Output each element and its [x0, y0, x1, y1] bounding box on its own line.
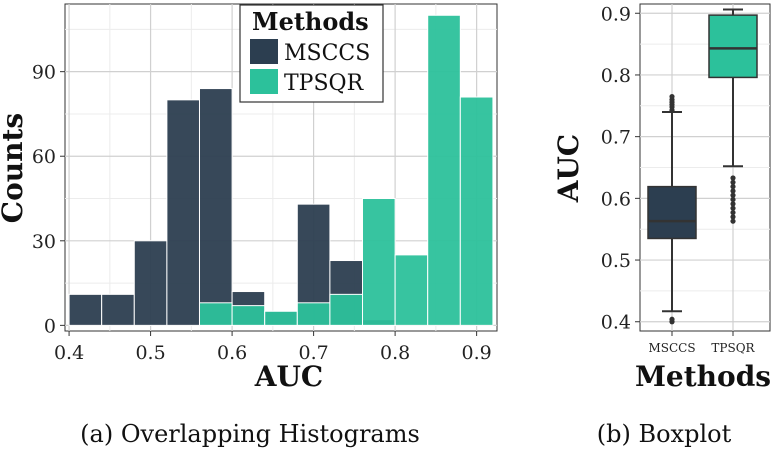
y-tick-label: 0.6 [601, 188, 631, 210]
x-tick-label: 0.4 [54, 342, 84, 364]
box-outlier-tpsqr [730, 188, 736, 194]
x-tick-label-msccs: MSCCS [648, 341, 695, 355]
boxplot-caption: (b) Boxplot [597, 420, 732, 448]
box-outlier-msccs [669, 93, 675, 100]
histogram-bar-msccs [68, 293, 103, 326]
x-tick-label-tpsqr: TPSQR [711, 341, 755, 355]
box-tpsqr [708, 14, 758, 79]
boxplot-boxes [647, 8, 758, 325]
box-outlier-tpsqr [730, 179, 736, 185]
y-tick-label: 0 [44, 315, 56, 337]
boxplot-x-ticks: MSCCS TPSQR [648, 331, 756, 355]
histogram-caption: (a) Overlapping Histograms [80, 420, 420, 448]
histogram-bar-tpsqr [427, 14, 461, 326]
histogram-bar-msccs [133, 240, 168, 326]
legend-swatch-tpsqr [250, 69, 278, 94]
box-outlier-msccs [669, 316, 675, 322]
histogram-bars [68, 14, 494, 326]
legend-swatch-msccs [250, 39, 278, 64]
histogram-bar-tpsqr [362, 198, 396, 326]
x-tick-label: 0.7 [298, 342, 328, 364]
box-msccs [647, 185, 697, 240]
boxplot-panel: 0.4 0.5 0.6 0.7 0.8 0.9 MSCCS TPSQR Methods AU… [552, 3, 771, 448]
histogram-x-ticks: 0.4 0.5 0.6 0.7 0.8 0.9 [54, 331, 492, 364]
legend-label-tpsqr: TPSQR [284, 71, 365, 96]
x-tick-label: 0.5 [135, 342, 165, 364]
legend-title: Methods [252, 7, 369, 36]
y-tick-label: 0.4 [601, 312, 631, 334]
y-tick-label: 0.9 [601, 3, 631, 25]
y-tick-label: 0.5 [601, 250, 631, 272]
histogram-bar-tpsqr [394, 254, 429, 326]
histogram-legend: Methods MSCCS TPSQR [239, 4, 384, 103]
histogram-bar-tpsqr [296, 302, 331, 326]
legend-label-msccs: MSCCS [284, 41, 370, 66]
box-outlier-tpsqr [730, 209, 736, 216]
histogram-y-ticks: 0 30 60 90 [32, 62, 65, 337]
histogram-bar-tpsqr [264, 310, 298, 326]
histogram-bar-msccs [101, 293, 135, 326]
boxplot-x-axis-title: Methods [635, 360, 771, 393]
boxplot-y-ticks: 0.4 0.5 0.6 0.7 0.8 0.9 [601, 3, 640, 334]
x-tick-label: 0.6 [217, 342, 247, 364]
histogram-bar-tpsqr [459, 96, 494, 326]
box-outlier-tpsqr [730, 214, 736, 220]
y-tick-label: 90 [32, 62, 56, 84]
box-outlier-tpsqr [730, 196, 736, 203]
box-outlier-tpsqr [730, 175, 736, 181]
box-outlier-tpsqr [730, 201, 736, 207]
x-tick-label: 0.8 [380, 342, 410, 364]
y-tick-label: 30 [32, 231, 56, 253]
box-outlier-tpsqr [730, 184, 736, 190]
x-tick-label: 0.9 [462, 342, 492, 364]
histogram-x-axis-title: AUC [254, 360, 323, 393]
histogram-y-axis-title: Counts [0, 113, 29, 223]
box-outlier-tpsqr [730, 192, 736, 198]
y-tick-label: 0.8 [601, 65, 631, 87]
histogram-bar-msccs [198, 88, 233, 326]
boxplot-y-axis-title: AUC [552, 134, 585, 203]
histogram-bar-msccs [166, 99, 200, 326]
y-tick-label: 0.7 [601, 127, 631, 149]
y-tick-label: 60 [32, 146, 56, 168]
histogram-bar-tpsqr [198, 302, 233, 326]
histogram-bar-tpsqr [329, 293, 364, 326]
histogram-panel: 0.4 0.5 0.6 0.7 0.8 0.9 0 30 60 90 Methods MSCCS… [0, 3, 498, 448]
box-outlier-tpsqr [730, 205, 736, 211]
box-outlier-tpsqr [730, 218, 736, 224]
histogram-bar-tpsqr [231, 305, 266, 326]
